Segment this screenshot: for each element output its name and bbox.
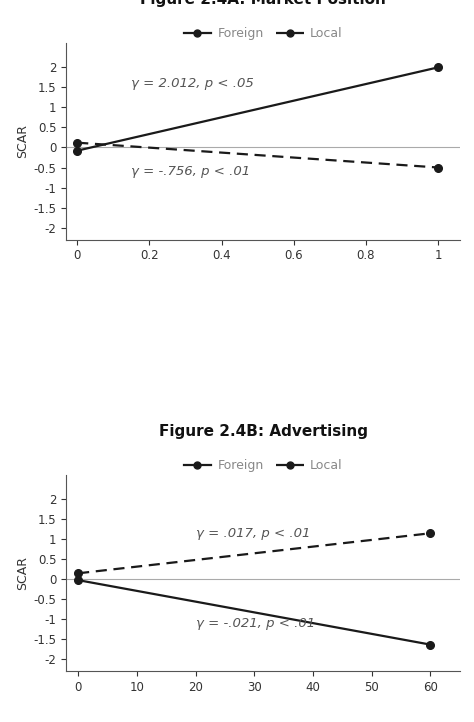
Text: γ = 2.012, p < .05: γ = 2.012, p < .05 — [131, 77, 254, 90]
Title: Figure 2.4A: Market Position: Figure 2.4A: Market Position — [140, 0, 386, 7]
Y-axis label: SCAR: SCAR — [17, 124, 29, 158]
Legend: Foreign, Local: Foreign, Local — [179, 454, 347, 477]
Text: γ = .017, p < .01: γ = .017, p < .01 — [196, 527, 310, 540]
Text: γ = -.021, p < .01: γ = -.021, p < .01 — [196, 617, 315, 630]
Legend: Foreign, Local: Foreign, Local — [179, 22, 347, 45]
Text: γ = -.756, p < .01: γ = -.756, p < .01 — [131, 165, 250, 178]
Y-axis label: SCAR: SCAR — [17, 557, 29, 591]
Title: Figure 2.4B: Advertising: Figure 2.4B: Advertising — [159, 425, 367, 439]
